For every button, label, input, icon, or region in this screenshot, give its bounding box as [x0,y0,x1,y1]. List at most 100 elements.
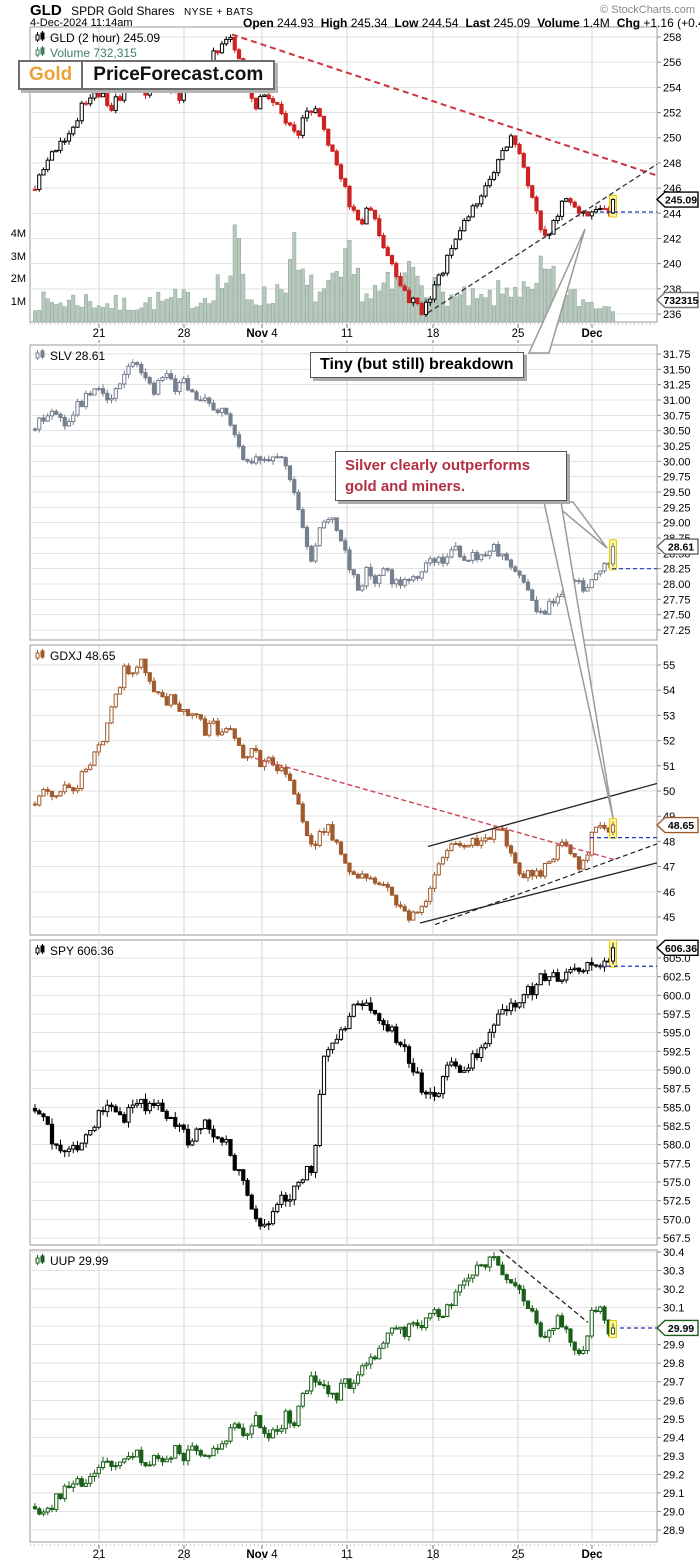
current-price-box-text: 29.99 [668,1323,694,1335]
axis-tick-label: 29.2 [663,1469,684,1481]
axis-tick-label: 47 [663,862,675,874]
current-price-box-text: 245.09 [665,195,697,207]
axis-tick-label: 51 [663,761,675,773]
axis-tick-label: 54 [663,685,675,697]
x-axis-label: 11 [341,328,353,340]
trendline [231,33,657,177]
volume-bars [33,224,615,322]
axis-tick-label: 602.5 [663,972,691,984]
axis-tick-label: 29.25 [663,502,691,514]
quote-label: Low [394,16,419,30]
quote-label: Chg [616,16,641,30]
axis-tick-label: 31.75 [663,349,691,361]
x-axis-label: 25 [512,328,525,340]
axis-tick-label: 29.4 [663,1432,684,1444]
goldpriceforecast-logo: Gold PriceForecast.com [18,60,276,90]
volume-axis-label: 3M [11,251,26,263]
quote-label: Last [465,16,491,30]
volume-axis-label: 1M [11,296,26,308]
axis-tick-label: 242 [663,233,681,245]
axis-tick-label: 577.5 [663,1158,691,1170]
x-axis-label: 18 [427,328,440,340]
axis-tick-label: 590.0 [663,1065,691,1077]
axis-tick-label: 30.75 [663,410,691,422]
axis-tick-label: 236 [663,309,681,321]
axis-tick-label: 29.7 [663,1377,684,1389]
axis-tick-label: 27.50 [663,610,691,622]
quote-value: 245.09 [493,16,531,30]
axis-tick-label: 46 [663,887,675,899]
axis-tick-label: 48 [663,836,675,848]
axis-tick-label: 31.25 [663,380,691,392]
ticker-exchange: NYSE + BATS [183,7,254,18]
axis-tick-label: 582.5 [663,1121,691,1133]
axis-tick-label: 50 [663,786,675,798]
axis-tick-label: 55 [663,660,675,672]
panel-ticker-label: UUP 29.99 [50,1254,109,1268]
trendline [419,862,657,924]
axis-tick-label: 597.5 [663,1009,691,1021]
axis-tick-label: 575.0 [663,1177,691,1189]
x-axis-label: 21 [93,328,106,340]
logo-domain-text: PriceForecast.com [93,64,264,85]
ticker-name: SPDR Gold Shares [71,4,175,18]
axis-tick-label: 600.0 [663,990,691,1002]
axis-tick-label: 30.4 [663,1247,684,1259]
current-price-box-text: 732315 [663,295,698,307]
axis-tick-label: 30.2 [663,1284,684,1296]
axis-tick-label: 570.0 [663,1214,691,1226]
axis-tick-label: 28.9 [663,1525,684,1537]
x-axis-label: 28 [178,328,191,340]
x-axis-label: 28 [178,1549,191,1560]
axis-tick-label: 30.1 [663,1303,684,1315]
axis-tick-label: 31.00 [663,395,691,407]
axis-tick-label: 29.9 [663,1340,684,1352]
axis-tick-label: 30.50 [663,426,691,438]
candlestick-icon [35,1254,45,1265]
annotation-breakdown: Tiny (but still) breakdown [310,352,524,378]
current-price-box-text: 28.61 [668,542,694,554]
quote-value: +1.16 (+0.48%) [643,16,700,30]
annotation-pointer [527,228,586,354]
axis-tick-label: 29.6 [663,1395,684,1407]
x-axis-label: Nov 4 [246,1549,278,1560]
axis-tick-label: 250 [663,133,681,145]
current-price-box [655,939,699,957]
axis-tick-label: 30.25 [663,441,691,453]
logo-gold-text: Gold [20,62,84,88]
x-axis-label: Dec [581,1549,603,1560]
axis-tick-label: 29.0 [663,1506,684,1518]
x-axis: 21 28 Nov 4 11 18 25 Dec [30,323,657,343]
current-price-box [655,816,699,834]
current-price-box [655,1319,699,1337]
trendline [427,782,657,848]
current-price-box [655,538,699,555]
current-price-box-text: 48.65 [668,820,694,832]
axis-tick-label: 52 [663,736,675,748]
annotation-pointer [549,501,608,549]
quote-value: 244.93 [277,16,314,30]
axis-tick-label: 27.25 [663,625,691,637]
x-axis-label: Dec [581,328,603,340]
quote-value: 1.4M [583,16,610,30]
candlestick-icon [35,46,45,57]
axis-tick-label: 258 [663,32,681,44]
axis-tick-label: 30.3 [663,1266,684,1278]
candlestick-icon [35,649,45,660]
chart-datetime: 4-Dec-2024 11:14am [30,17,133,29]
quote-label: High [320,16,348,30]
axis-tick-label: 240 [663,259,681,271]
candlestick-icon [35,31,45,42]
axis-tick-label: 585.0 [663,1102,691,1114]
stockcharts-watermark: © StockCharts.com [600,4,695,16]
volume-axis-label: 2M [11,273,26,285]
trendline [434,843,657,926]
axis-tick-label: 572.5 [663,1196,691,1208]
axis-tick-label: 256 [663,57,681,69]
quote-value: 244.54 [421,16,459,30]
axis-tick-label: 29.75 [663,472,691,484]
annotation-silver-outperforms: Silver clearly outperforms gold and mine… [335,451,567,501]
